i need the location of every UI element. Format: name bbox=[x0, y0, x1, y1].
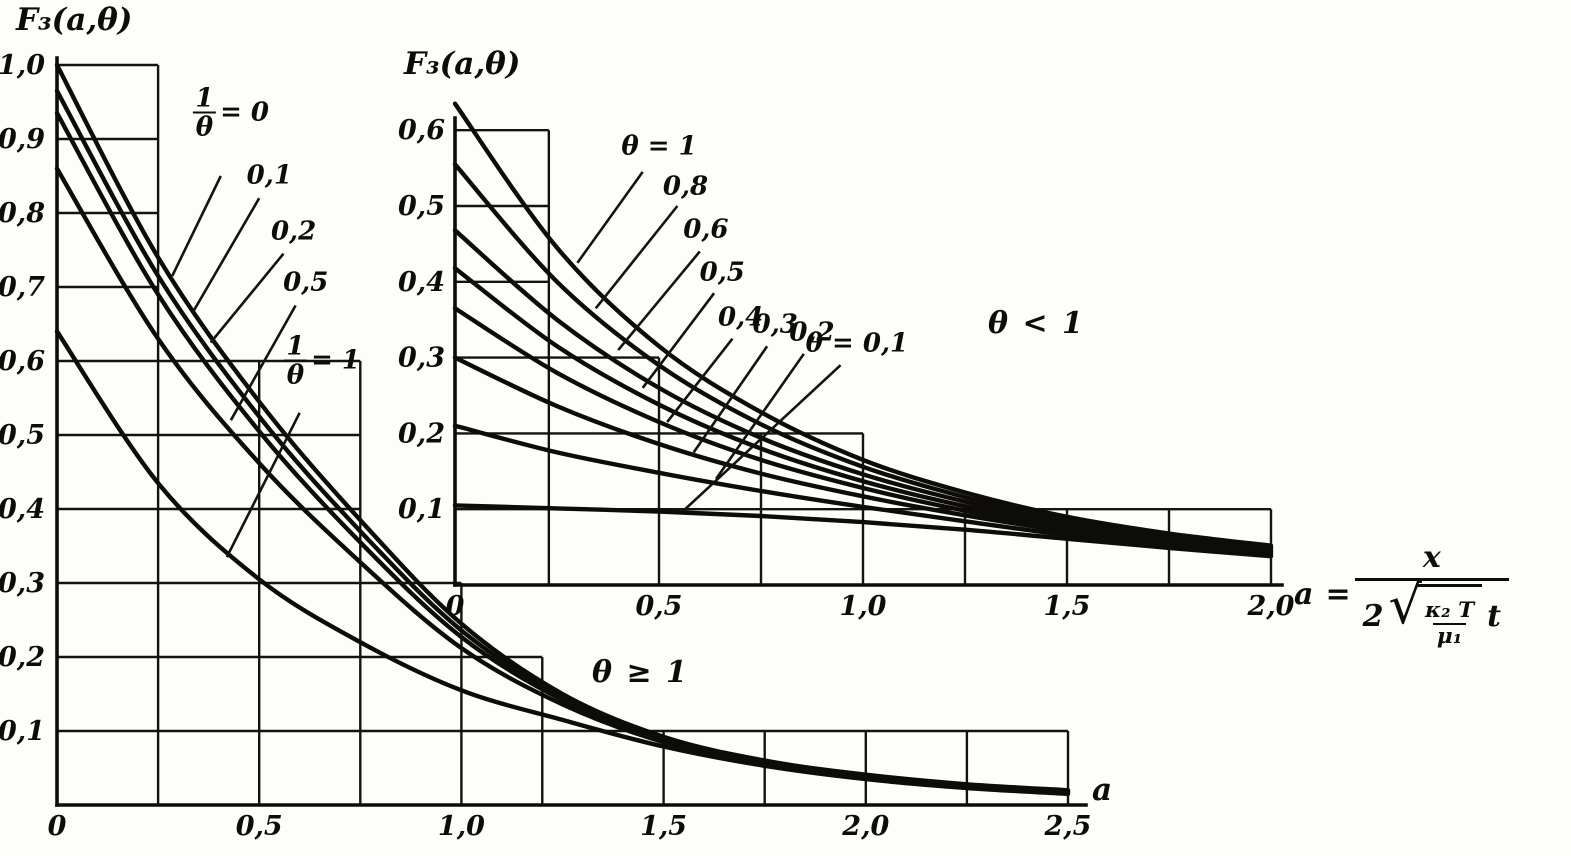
leader-line bbox=[666, 337, 734, 423]
x-tick-label: 2,5 bbox=[1044, 811, 1092, 842]
x-tick-label: 2,0 bbox=[1247, 591, 1295, 622]
y-tick-label: 0,8 bbox=[0, 198, 45, 229]
chart-main: 0 0,5 1,0 1,5 2,0 2,5 0,1 0,2 0,3 0,4 0,5 0,6 0,7 0,8… bbox=[0, 50, 1091, 842]
curve-θ=0,4 bbox=[452, 306, 1274, 554]
chart-inset: 0 0,5 1,0 1,5 2,0 0,1 0,2 0,3 0,4 0,5 0,6 bbox=[398, 101, 1295, 622]
y-tick-label: 0,1 bbox=[398, 494, 445, 525]
leader-line bbox=[229, 304, 297, 421]
x-tick-label: 0,5 bbox=[236, 811, 283, 842]
y-tick-label: 0,6 bbox=[0, 346, 45, 377]
leader-line bbox=[641, 292, 716, 389]
leader-line bbox=[594, 205, 679, 310]
curve-1/θ=1 bbox=[54, 329, 1071, 797]
y-tick-label: 0,2 bbox=[0, 642, 45, 673]
curve-θ=0,2 bbox=[452, 423, 1274, 557]
y-tick-label: 1,0 bbox=[0, 50, 45, 81]
x-tick-label: 1,0 bbox=[438, 811, 485, 842]
leader-line bbox=[715, 353, 805, 480]
curve-θ=0,6 bbox=[452, 228, 1274, 551]
x-tick-label: 1,5 bbox=[640, 811, 687, 842]
y-tick-label: 0,3 bbox=[398, 343, 445, 374]
y-tick-label: 0,1 bbox=[0, 716, 45, 747]
leader-line bbox=[209, 252, 285, 344]
x-tick-label: 1,0 bbox=[840, 591, 887, 622]
leader-line bbox=[171, 175, 222, 277]
leader-line bbox=[682, 364, 842, 512]
curve-θ=1 bbox=[452, 101, 1274, 548]
y-tick-label: 0,2 bbox=[398, 418, 445, 449]
x-tick-label: 0,5 bbox=[636, 591, 683, 622]
curve-1/θ=0,1 bbox=[54, 88, 1071, 794]
y-tick-label: 0,3 bbox=[0, 568, 45, 599]
leader-line bbox=[576, 171, 644, 264]
curve-θ=0,3 bbox=[452, 355, 1274, 556]
curve-1/θ=0 bbox=[54, 62, 1071, 793]
x-tick-label: 0 bbox=[446, 591, 465, 622]
y-tick-label: 0,5 bbox=[398, 191, 445, 222]
leader-line bbox=[225, 412, 301, 558]
y-tick-label: 0,5 bbox=[0, 420, 45, 451]
x-tick-label: 1,5 bbox=[1044, 591, 1091, 622]
x-tick-label: 0 bbox=[48, 811, 67, 842]
y-tick-label: 0,6 bbox=[398, 115, 445, 146]
x-tick-label: 2,0 bbox=[841, 811, 889, 842]
leader-line bbox=[617, 250, 701, 351]
y-tick-label: 0,4 bbox=[398, 267, 445, 298]
leader-line bbox=[191, 197, 261, 314]
y-tick-label: 0,4 bbox=[0, 494, 45, 525]
y-tick-label: 0,7 bbox=[0, 272, 45, 303]
curve-θ=0,1 bbox=[452, 503, 1274, 559]
leader-line bbox=[692, 345, 769, 454]
y-tick-label: 0,9 bbox=[0, 124, 45, 155]
